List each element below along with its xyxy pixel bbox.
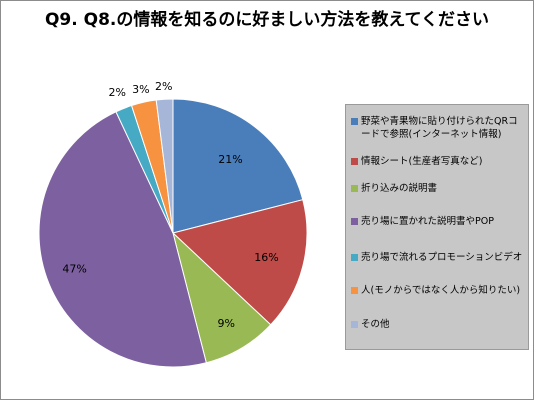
legend: 野菜や青果物に貼り付けられたQRコードで参照(インターネット情報) 情報シート(生… xyxy=(345,104,529,350)
pie-slice-2 xyxy=(171,199,308,326)
legend-item-4: 売り場に置かれた説明書やPOP xyxy=(351,215,527,228)
legend-item-1: 野菜や青果物に貼り付けられたQRコードで参照(インターネット情報) xyxy=(351,115,527,141)
legend-label: 情報シート(生産者写真など) xyxy=(361,156,483,167)
pie-data-label-4: 47% xyxy=(62,262,86,275)
pie-data-label-2: 16% xyxy=(254,251,278,264)
pie-data-label-5: 2% xyxy=(109,86,126,99)
legend-swatch xyxy=(351,287,358,294)
legend-item-2: 情報シート(生産者写真など) xyxy=(351,155,527,168)
legend-label: 売り場で流れるプロモーションビデオ xyxy=(361,252,523,263)
legend-swatch xyxy=(351,185,358,192)
legend-swatch xyxy=(351,254,358,261)
pie-data-label-6: 3% xyxy=(132,83,149,96)
chart-title: Q9. Q8.の情報を知るのに好ましい方法を教えてください xyxy=(44,10,490,30)
pie-slice-1 xyxy=(172,98,304,234)
pie-data-labels: 21% 16% 9% 47% 2% 3% 2% xyxy=(62,80,278,330)
legend-item-7: その他 xyxy=(351,318,527,331)
legend-label: 野菜や青果物に貼り付けられたQRコードで参照(インターネット情報) xyxy=(361,116,518,140)
pie-slices xyxy=(38,98,308,368)
pie-slice-7 xyxy=(155,98,174,234)
legend-swatch xyxy=(351,158,358,165)
legend-label: 売り場に置かれた説明書やPOP xyxy=(361,216,494,227)
pie-data-label-1: 21% xyxy=(218,153,242,166)
legend-item-6: 人(モノからではなく人から知りたい) xyxy=(351,284,527,297)
legend-label: 折り込みの説明書 xyxy=(361,183,438,194)
legend-item-5: 売り場で流れるプロモーションビデオ xyxy=(351,251,527,264)
legend-swatch xyxy=(351,218,358,225)
legend-swatch xyxy=(351,321,358,328)
legend-item-3: 折り込みの説明書 xyxy=(351,182,527,195)
pie-slice-4 xyxy=(38,111,207,368)
pie-data-label-3: 9% xyxy=(217,317,234,330)
legend-label: 人(モノからではなく人から知りたい) xyxy=(361,285,521,296)
legend-swatch xyxy=(351,118,358,125)
legend-label: その他 xyxy=(361,319,390,330)
pie-data-label-7: 2% xyxy=(155,80,172,93)
